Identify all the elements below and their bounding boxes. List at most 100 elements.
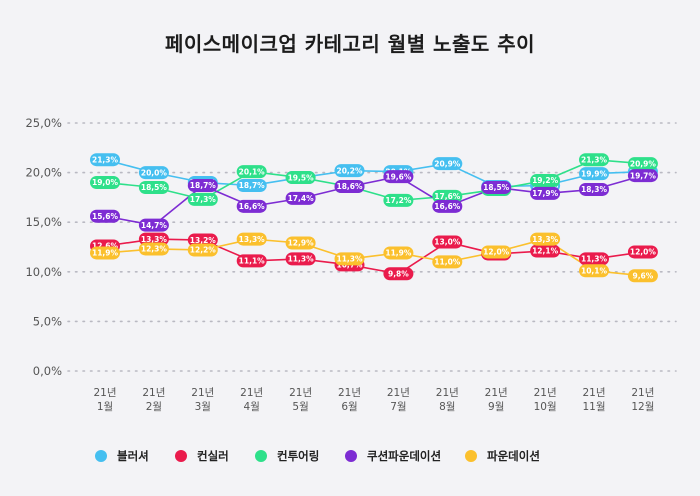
data-point: 13,3% (138, 232, 169, 246)
legend-swatch (255, 450, 267, 462)
data-point: 11,9% (383, 246, 414, 260)
data-label: 12,0% (630, 248, 657, 257)
x-tick-month: 2월 (146, 401, 162, 413)
data-point: 18,5% (138, 180, 169, 194)
data-point: 12,1% (530, 244, 561, 258)
legend-item: 파운데이션 (465, 448, 540, 464)
x-tick-year: 21년 (485, 387, 508, 399)
data-label: 13,0% (434, 238, 461, 247)
data-point-pill (530, 232, 561, 246)
data-point-pill (481, 245, 512, 259)
data-point-pill (236, 232, 267, 246)
data-point: 9,6% (627, 269, 658, 283)
x-tick-month: 3월 (195, 401, 211, 413)
data-point: 21,3% (579, 153, 609, 167)
x-tick-year: 21년 (191, 387, 214, 399)
data-point: 13,2% (187, 233, 218, 247)
x-tick-month: 1월 (97, 401, 113, 413)
data-point-pill (530, 174, 561, 188)
x-tick-year: 21년 (436, 387, 459, 399)
data-point-pill (138, 166, 169, 180)
data-point-pill (432, 255, 463, 269)
data-point-pill (383, 193, 414, 207)
data-label: 12,3% (141, 245, 168, 254)
series-line (104, 158, 643, 202)
data-point-pill (432, 235, 463, 249)
data-point-pill (90, 176, 120, 190)
data-point-pill (285, 191, 316, 205)
x-tick-month: 11월 (582, 401, 605, 413)
data-label: 17,3% (190, 195, 217, 204)
data-label: 17,4% (288, 194, 315, 203)
data-point: 19,6% (383, 170, 414, 184)
data-point-pill (579, 167, 609, 181)
data-label: 9,8% (388, 269, 409, 278)
data-label: 12,9% (288, 239, 315, 248)
data-label: 18,6% (336, 182, 363, 191)
data-point-pill (334, 164, 365, 178)
data-label: 15,6% (92, 212, 119, 221)
x-tick-year: 21년 (142, 387, 165, 399)
data-point: 16,6% (236, 199, 267, 213)
data-point-pill (579, 182, 609, 196)
data-point-pill (383, 267, 414, 281)
data-point-pill (627, 157, 658, 171)
x-tick-year: 21년 (582, 387, 605, 399)
data-point-pill (481, 180, 512, 194)
data-point-pill (579, 153, 609, 167)
data-label: 17,9% (532, 189, 559, 198)
x-tick-year: 21년 (338, 387, 361, 399)
data-point: 18,6% (334, 179, 365, 193)
data-point-pill (138, 180, 169, 194)
data-point-pill (90, 246, 120, 260)
x-tick-month: 12월 (631, 401, 654, 413)
data-point-pill (530, 244, 561, 258)
data-point: 12,2% (187, 243, 218, 257)
data-label: 21,3% (92, 155, 119, 164)
data-point: 16,6% (432, 199, 463, 213)
y-tick-label: 0,0% (33, 364, 62, 378)
data-point: 20,9% (627, 157, 658, 171)
data-label: 19,2% (532, 176, 559, 185)
data-point-pill (187, 192, 218, 206)
data-label: 18,7% (239, 181, 266, 190)
y-tick-label: 5,0% (33, 314, 62, 328)
data-label: 19,9% (581, 169, 608, 178)
legend-label: 쿠션파운데이션 (367, 449, 442, 463)
data-point-pill (138, 218, 169, 232)
data-label: 11,1% (239, 257, 266, 266)
data-point: 17,3% (187, 192, 218, 206)
data-label: 13,3% (239, 235, 266, 244)
data-label: 13,3% (532, 235, 559, 244)
x-tick-month: 7월 (390, 401, 406, 413)
series-line (104, 174, 644, 226)
legend-label: 파운데이션 (487, 449, 540, 463)
data-label: 18,3% (581, 185, 608, 194)
data-point-pill (236, 254, 267, 268)
data-label: 18,7% (190, 181, 217, 190)
data-label: 16,6% (434, 202, 461, 211)
data-point-pill (530, 186, 561, 200)
data-point: 17,2% (383, 193, 414, 207)
data-point: 12,0% (481, 245, 512, 259)
data-point: 13,0% (432, 235, 463, 249)
data-label: 14,7% (141, 221, 168, 230)
data-point: 11,3% (579, 252, 609, 266)
line-chart: 0,0%5,0%10,0%15,0%20,0%25,0% 21년1월21년2월2… (25, 116, 677, 413)
data-label: 21,3% (581, 155, 608, 164)
data-label: 12,6% (92, 242, 119, 251)
data-point: 11,1% (236, 254, 267, 268)
data-point-pill (627, 245, 658, 259)
data-point-pill (627, 169, 658, 183)
x-tick-year: 21년 (387, 387, 410, 399)
data-point-pill (138, 242, 169, 256)
series-lines (104, 158, 644, 277)
data-point-pill (432, 157, 463, 171)
x-tick-year: 21년 (240, 387, 263, 399)
data-label: 12,1% (532, 247, 559, 256)
data-label: 17,2% (385, 196, 412, 205)
data-label: 16,6% (239, 202, 266, 211)
data-point-pill (187, 233, 218, 247)
data-point-pill (432, 189, 463, 203)
x-tick-month: 4월 (244, 401, 260, 413)
